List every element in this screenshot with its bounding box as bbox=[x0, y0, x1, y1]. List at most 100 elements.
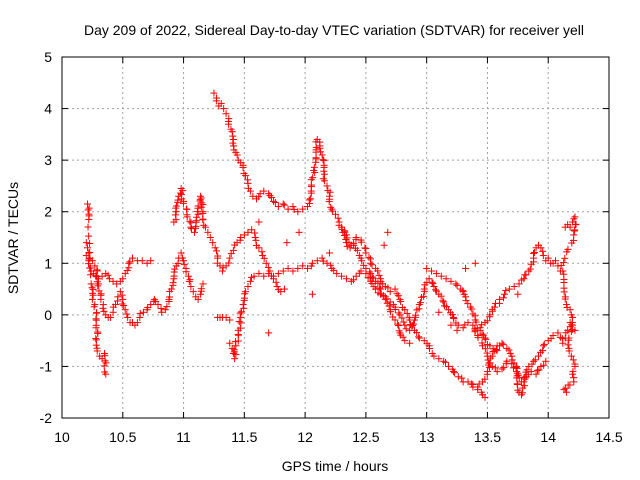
data-point bbox=[329, 207, 337, 215]
data-point bbox=[184, 272, 192, 280]
data-point bbox=[485, 359, 493, 367]
data-point bbox=[225, 259, 233, 267]
data-point bbox=[138, 257, 146, 265]
data-point bbox=[352, 272, 360, 280]
data-point bbox=[498, 339, 506, 347]
data-point bbox=[471, 326, 479, 334]
y-tick-label: 4 bbox=[44, 101, 52, 117]
data-point bbox=[86, 240, 94, 248]
data-point bbox=[380, 241, 388, 249]
data-point bbox=[100, 362, 108, 370]
data-point bbox=[565, 347, 573, 355]
y-tick-labels: -2 -1 0 1 2 3 4 5 bbox=[40, 49, 53, 426]
data-point bbox=[226, 339, 234, 347]
data-point bbox=[499, 341, 507, 349]
data-point bbox=[280, 201, 288, 209]
data-point bbox=[236, 309, 244, 317]
data-point bbox=[92, 324, 100, 332]
data-point bbox=[567, 352, 575, 360]
x-tick-label: 14.5 bbox=[595, 429, 622, 445]
data-point bbox=[186, 276, 194, 284]
data-point bbox=[479, 331, 487, 339]
data-point bbox=[481, 334, 489, 342]
data-point bbox=[365, 253, 373, 261]
data-point bbox=[474, 334, 482, 342]
data-point bbox=[534, 352, 542, 360]
data-point bbox=[401, 306, 409, 314]
data-point bbox=[124, 313, 132, 321]
data-point bbox=[325, 249, 333, 257]
data-point bbox=[321, 177, 329, 185]
data-point bbox=[206, 234, 214, 241]
data-point bbox=[486, 342, 494, 350]
data-point bbox=[88, 295, 96, 303]
data-point bbox=[279, 200, 287, 208]
data-point bbox=[530, 249, 538, 257]
data-point bbox=[157, 304, 165, 312]
data-point bbox=[84, 200, 92, 208]
data-point bbox=[255, 270, 263, 278]
data-point bbox=[502, 287, 510, 295]
data-point bbox=[317, 148, 325, 156]
data-point bbox=[408, 322, 416, 330]
data-point bbox=[350, 239, 358, 247]
data-point bbox=[452, 280, 460, 288]
data-point bbox=[471, 259, 479, 267]
data-point bbox=[527, 368, 535, 376]
data-point bbox=[520, 275, 528, 283]
data-point bbox=[401, 321, 409, 329]
x-tick-labels: 10 10.5 11 11.5 12 12.5 13 13.5 14 14.5 bbox=[54, 429, 623, 445]
data-point bbox=[256, 190, 264, 198]
data-point bbox=[563, 248, 571, 256]
data-point bbox=[383, 295, 391, 303]
data-point bbox=[252, 236, 260, 244]
data-point bbox=[323, 182, 331, 190]
data-point bbox=[500, 294, 508, 302]
data-point bbox=[384, 228, 392, 236]
data-point bbox=[505, 346, 513, 354]
data-point bbox=[266, 192, 274, 200]
data-point bbox=[185, 278, 193, 286]
data-point bbox=[258, 248, 266, 256]
data-point bbox=[569, 370, 577, 378]
data-point bbox=[496, 295, 504, 303]
y-tick-label: 1 bbox=[44, 255, 52, 271]
data-point bbox=[566, 223, 574, 231]
data-point bbox=[522, 271, 530, 279]
data-point bbox=[542, 357, 550, 365]
data-point bbox=[481, 375, 489, 383]
data-point bbox=[210, 89, 218, 97]
x-axis-label: GPS time / hours bbox=[282, 458, 389, 474]
data-point bbox=[91, 262, 99, 270]
data-point bbox=[100, 307, 108, 315]
data-point bbox=[242, 288, 250, 296]
data-point bbox=[93, 267, 101, 275]
data-point bbox=[280, 285, 288, 293]
data-point bbox=[539, 347, 547, 355]
data-point bbox=[82, 239, 90, 247]
data-point bbox=[569, 356, 577, 364]
data-point bbox=[197, 203, 205, 211]
data-point bbox=[481, 393, 489, 401]
data-point bbox=[428, 278, 436, 286]
data-point bbox=[320, 170, 328, 178]
data-point bbox=[217, 99, 225, 107]
data-point bbox=[87, 271, 95, 279]
data-point bbox=[526, 265, 534, 273]
data-point bbox=[375, 271, 383, 279]
data-point bbox=[92, 272, 100, 280]
data-point bbox=[147, 301, 155, 309]
data-point bbox=[387, 308, 395, 316]
x-tick-label: 13 bbox=[419, 429, 435, 445]
data-point bbox=[358, 257, 366, 265]
y-tick-label: -2 bbox=[40, 410, 53, 426]
y-axis-label: SDTVAR / TECUs bbox=[5, 182, 21, 294]
data-point bbox=[118, 291, 126, 299]
data-point bbox=[489, 348, 497, 356]
data-point bbox=[143, 259, 151, 267]
data-point bbox=[183, 213, 191, 221]
data-point bbox=[374, 279, 382, 287]
data-point bbox=[472, 318, 480, 326]
data-point bbox=[237, 313, 245, 321]
data-point bbox=[402, 325, 410, 333]
